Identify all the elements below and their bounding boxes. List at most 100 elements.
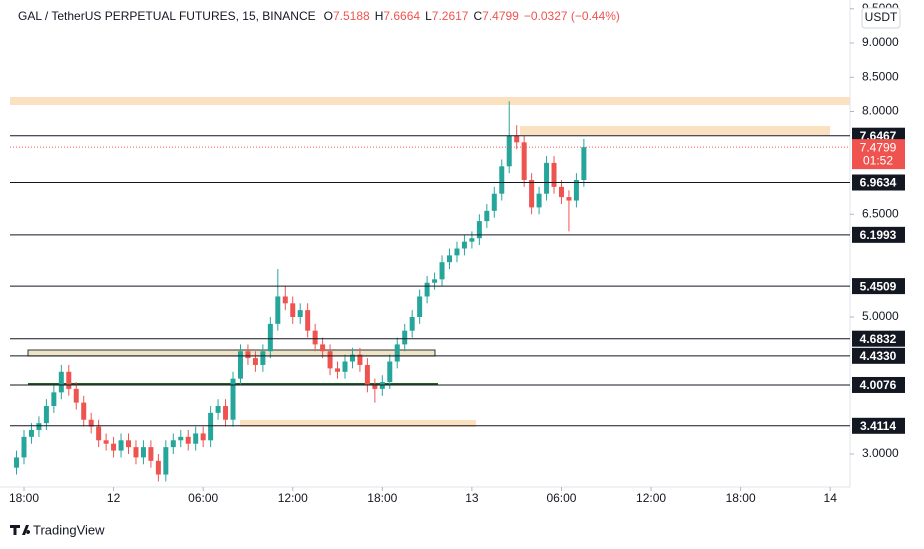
y-tick-label: 9.0000	[862, 35, 899, 49]
x-tick-label: 13	[465, 491, 479, 505]
candle-body	[335, 368, 341, 372]
candle-body	[103, 440, 109, 444]
candle-body	[21, 436, 27, 458]
candle-body	[223, 406, 229, 420]
zone	[10, 97, 850, 105]
candle-body	[402, 330, 408, 345]
level-label: 6.9634	[860, 176, 897, 190]
candle-body	[252, 358, 258, 365]
currency-box[interactable]	[861, 7, 901, 29]
candle-body	[349, 354, 355, 362]
candle-body	[447, 255, 453, 263]
ohlc-value: 7.2617	[432, 9, 469, 23]
candle-body	[148, 447, 154, 461]
candle-body	[170, 440, 176, 448]
header: GAL / TetherUS PERPETUAL FUTURES, 15, BI…	[18, 9, 620, 23]
candle-body	[215, 406, 221, 413]
x-tick-label: 14	[824, 491, 838, 505]
candle-body	[573, 180, 579, 201]
ohlc-value: 7.5188	[333, 9, 370, 23]
candle-body	[357, 354, 363, 365]
x-tick-label: 12	[107, 491, 121, 505]
candle-body	[155, 460, 161, 475]
candle-body	[36, 423, 42, 431]
candle-body	[499, 166, 505, 194]
candle-body	[409, 316, 415, 331]
candle-body	[342, 361, 348, 372]
level-label: 4.0076	[860, 378, 897, 392]
candle-body	[417, 296, 423, 317]
candle-body	[320, 344, 326, 352]
candle-body	[469, 238, 475, 242]
grid: 3.00005.00006.50008.00008.50009.00009.50…	[9, 1, 899, 505]
candle-body	[521, 142, 527, 181]
candle-body	[372, 385, 378, 389]
y-tick-label: 3.0000	[862, 446, 899, 460]
candle-body	[126, 440, 132, 448]
candle-body	[461, 241, 467, 249]
candle-body	[581, 147, 587, 181]
level-label: 6.1993	[860, 228, 897, 242]
currency[interactable]: USDT	[865, 10, 898, 24]
ohlc-value: 7.6664	[383, 9, 420, 23]
candle-body	[230, 378, 236, 420]
candle-body	[260, 351, 266, 365]
candle-body	[424, 282, 430, 297]
candle-body	[506, 135, 512, 167]
candle-body	[28, 430, 34, 437]
candle-body	[290, 303, 296, 317]
candle-body	[66, 371, 72, 389]
candles	[14, 101, 587, 482]
candle-body	[163, 447, 169, 475]
candle-body	[312, 330, 318, 345]
candle-body	[208, 412, 214, 441]
candle-body	[133, 447, 139, 458]
candle-body	[96, 426, 102, 441]
candle-body	[387, 361, 393, 383]
candle-body	[118, 440, 124, 451]
logo: TradingView	[10, 522, 105, 537]
logo-icon	[10, 525, 31, 535]
x-tick-label: 06:00	[546, 491, 576, 505]
candle-body	[491, 193, 497, 211]
candle-body	[551, 162, 557, 187]
candle-body	[297, 310, 303, 317]
candle-body	[193, 433, 199, 444]
candle-body	[327, 351, 333, 369]
candle-body	[73, 388, 79, 403]
candle-body	[245, 351, 251, 359]
x-tick-label: 18:00	[9, 491, 39, 505]
level-label: 3.4114	[860, 419, 896, 433]
level-label-box	[852, 174, 905, 191]
candle-body	[200, 433, 206, 441]
candle-body	[558, 186, 564, 198]
candle-body	[432, 279, 438, 283]
candle-body	[476, 221, 482, 239]
candle-body	[536, 193, 542, 208]
ohlc-key: O	[324, 9, 333, 23]
candle-body	[43, 406, 49, 424]
candle-body	[178, 436, 184, 441]
candle-body	[364, 364, 370, 386]
x-tick-label: 18:00	[367, 491, 397, 505]
level-label: 4.6832	[860, 332, 897, 346]
candle-body	[51, 392, 57, 407]
ohlc-key: C	[473, 9, 482, 23]
candle-body	[454, 248, 460, 256]
levels: 7.64676.96346.19935.45094.68324.43304.00…	[10, 127, 905, 434]
level-label-box	[852, 226, 905, 243]
x-tick-label: 18:00	[726, 491, 756, 505]
candle-body	[484, 210, 490, 222]
candle-body	[282, 296, 288, 304]
level-label-box	[852, 330, 905, 347]
countdown: 01:52	[863, 153, 893, 167]
y-tick-label: 5.0000	[862, 309, 899, 323]
y-tick-label: 8.5000	[862, 69, 899, 83]
level-label-box	[852, 417, 905, 434]
candle-body	[544, 162, 550, 194]
candle-body	[185, 436, 191, 444]
candle-body	[305, 310, 311, 331]
candle-body	[379, 382, 385, 389]
